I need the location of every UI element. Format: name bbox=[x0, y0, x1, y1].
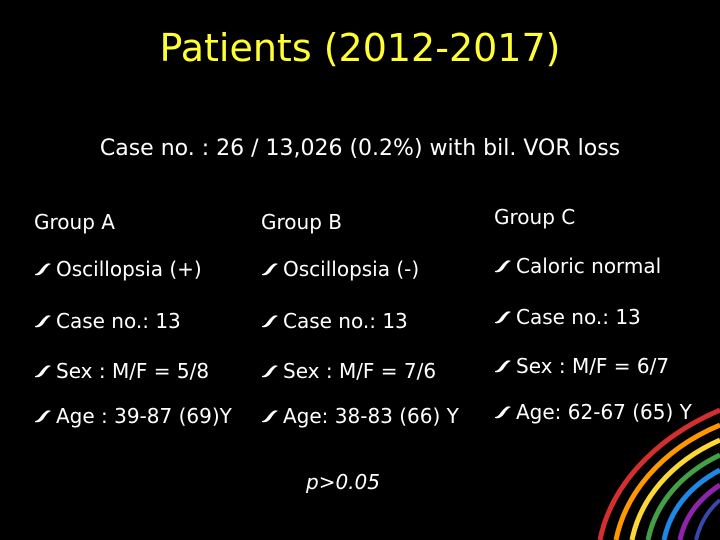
ribbon-bullet-icon bbox=[261, 405, 279, 423]
group-c-item: Sex : M/F = 6/7 bbox=[494, 354, 669, 378]
group-c-item: Age: 62-67 (65) Y bbox=[494, 400, 692, 424]
rainbow-swirl-decoration bbox=[597, 407, 720, 540]
group-c-item: Caloric normal bbox=[494, 254, 661, 278]
ribbon-bullet-icon bbox=[34, 310, 52, 328]
ribbon-bullet-icon bbox=[34, 360, 52, 378]
group-a-item: Case no.: 13 bbox=[34, 309, 181, 333]
slide-title: Patients (2012-2017) bbox=[159, 26, 561, 70]
group-c-item-text: Caloric normal bbox=[516, 254, 662, 278]
ribbon-bullet-icon bbox=[494, 355, 512, 373]
group-c-item-text: Sex : M/F = 6/7 bbox=[516, 354, 670, 378]
ribbon-bullet-icon bbox=[494, 306, 512, 324]
group-b-item: Sex : M/F = 7/6 bbox=[261, 359, 436, 383]
group-a-item: Oscillopsia (+) bbox=[34, 257, 202, 281]
group-b-item-text: Sex : M/F = 7/6 bbox=[283, 359, 437, 383]
ribbon-bullet-icon bbox=[261, 360, 279, 378]
ribbon-bullet-icon bbox=[34, 258, 52, 276]
group-a-item-text: Oscillopsia (+) bbox=[56, 257, 202, 281]
ribbon-bullet-icon bbox=[494, 255, 512, 273]
group-c-heading: Group C bbox=[494, 205, 576, 229]
group-a-item-text: Age : 39-87 (69)Y bbox=[56, 404, 232, 428]
slide-subtitle: Case no. : 26 / 13,026 (0.2%) with bil. … bbox=[99, 136, 621, 161]
group-a-item-text: Case no.: 13 bbox=[56, 309, 181, 333]
group-a-item: Age : 39-87 (69)Y bbox=[34, 404, 232, 428]
group-b-item-text: Case no.: 13 bbox=[283, 309, 408, 333]
group-b-item: Case no.: 13 bbox=[261, 309, 408, 333]
ribbon-bullet-icon bbox=[34, 405, 52, 423]
ribbon-bullet-icon bbox=[261, 310, 279, 328]
group-a-item-text: Sex : M/F = 5/8 bbox=[56, 359, 210, 383]
group-a-item: Sex : M/F = 5/8 bbox=[34, 359, 209, 383]
group-c-item-text: Age: 62-67 (65) Y bbox=[516, 400, 692, 424]
group-b-item-text: Age: 38-83 (66) Y bbox=[283, 404, 459, 428]
group-a-heading: Group A bbox=[34, 210, 115, 234]
group-b-item-text: Oscillopsia (-) bbox=[283, 257, 420, 281]
ribbon-bullet-icon bbox=[494, 401, 512, 419]
group-b-item: Age: 38-83 (66) Y bbox=[261, 404, 459, 428]
p-value-note: p>0.05 bbox=[306, 470, 380, 494]
group-c-item-text: Case no.: 13 bbox=[516, 305, 641, 329]
group-b-item: Oscillopsia (-) bbox=[261, 257, 419, 281]
group-b-heading: Group B bbox=[261, 210, 342, 234]
ribbon-bullet-icon bbox=[261, 258, 279, 276]
group-c-item: Case no.: 13 bbox=[494, 305, 641, 329]
